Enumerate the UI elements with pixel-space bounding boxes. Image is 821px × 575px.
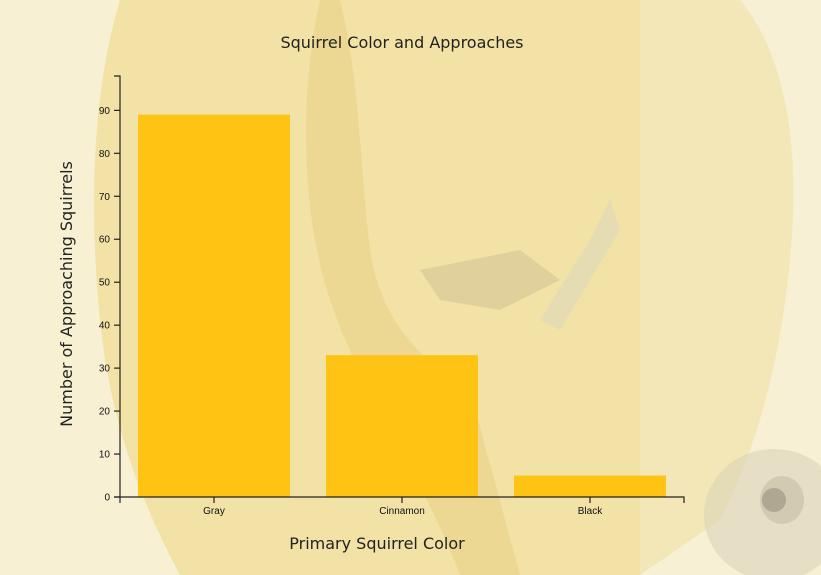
y-tick-label: 30	[99, 364, 111, 375]
x-tick-label-black: Black	[578, 506, 603, 517]
y-tick-label: 0	[104, 493, 110, 504]
bar-cinnamon	[326, 355, 478, 497]
x-axis-label: Primary Squirrel Color	[289, 534, 465, 553]
y-tick-label: 20	[99, 407, 111, 418]
y-tick-label: 10	[99, 450, 111, 461]
y-axis: 0 10 20 30 40 50 60 70 80 90	[99, 75, 121, 504]
x-axis: Gray Cinnamon Black	[119, 496, 685, 517]
bar-gray	[138, 114, 290, 497]
bars-group	[138, 114, 666, 497]
y-tick-label: 50	[99, 278, 111, 289]
bar-black	[514, 475, 666, 497]
x-tick-label-cinnamon: Cinnamon	[379, 506, 425, 517]
y-axis-label: Number of Approaching Squirrels	[57, 161, 76, 427]
y-tick-label: 90	[99, 106, 111, 117]
x-tick-label-gray: Gray	[203, 506, 225, 517]
y-tick-label: 70	[99, 192, 111, 203]
y-axis-line	[114, 75, 121, 498]
y-tick-label: 40	[99, 321, 111, 332]
y-tick-label: 60	[99, 235, 111, 246]
chart-title: Squirrel Color and Approaches	[280, 33, 523, 52]
y-tick-label: 80	[99, 149, 111, 160]
